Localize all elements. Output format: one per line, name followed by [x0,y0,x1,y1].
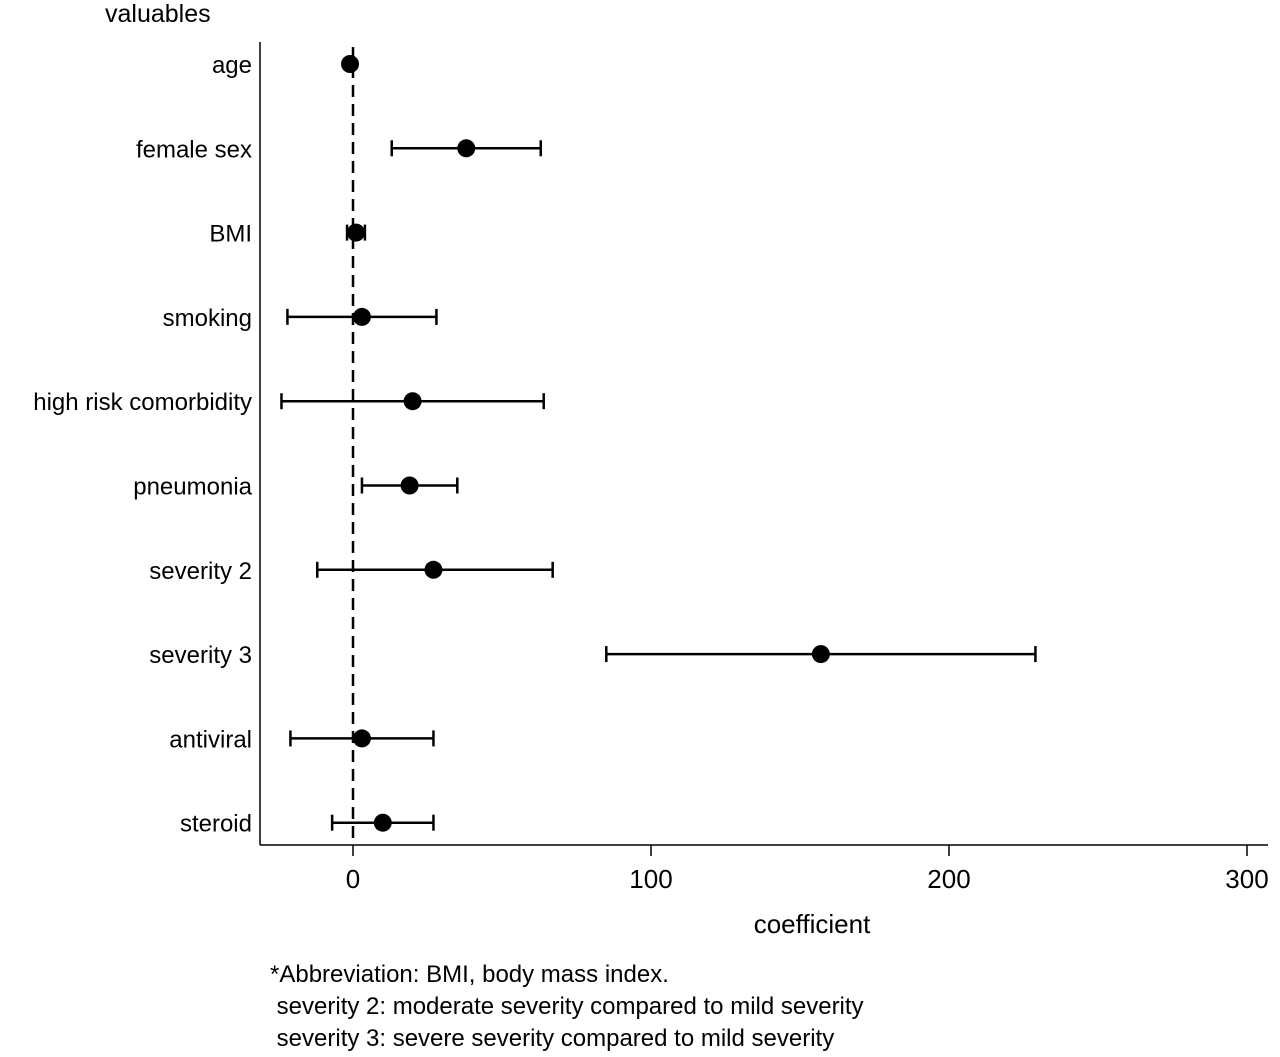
y-tick-label: pneumonia [133,474,252,501]
estimate-point [346,223,365,242]
estimate-point [457,139,476,158]
y-tick-label: severity 2 [149,558,252,585]
confidence-intervals [280,140,1037,831]
y-tick-label: steroid [180,811,252,838]
x-tick-label: 300 [1225,864,1268,894]
y-tick-labels: age female sex BMI smoking high risk comorbi… [33,52,252,838]
x-axis-title: coefficient [754,909,871,939]
footnote-severity-2: severity 2: moderate severity compared t… [270,993,864,1020]
y-tick-label: severity 3 [149,642,252,669]
estimate-point [341,55,360,73]
point-estimates [341,55,830,832]
estimate-point [400,476,419,495]
y-tick-label: antiviral [169,726,252,753]
estimate-point [811,645,830,664]
y-tick-label: age [212,52,252,79]
y-tick-label: high risk comorbidity [33,389,252,416]
estimate-point [403,392,422,411]
y-tick-label: female sex [136,136,252,163]
estimate-point [373,813,392,832]
estimate-point [424,560,443,579]
y-tick-label: BMI [209,221,252,248]
x-ticks: 0 100 200 300 [346,845,1269,894]
y-tick-label: smoking [163,305,252,332]
x-tick-label: 200 [927,864,970,894]
x-tick-label: 0 [346,864,360,894]
estimate-point [352,307,371,326]
footnote-abbreviation: *Abbreviation: BMI, body mass index. [270,961,669,988]
x-tick-label: 100 [629,864,672,894]
estimate-point [352,729,371,748]
y-axis-title: valuables [105,0,211,28]
footnote-severity-3: severity 3: severe severity compared to … [270,1025,835,1052]
